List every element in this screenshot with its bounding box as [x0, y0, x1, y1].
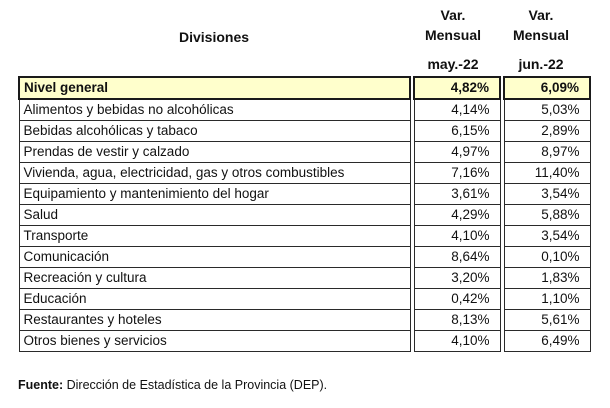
jun-value: 1,83%: [503, 267, 591, 289]
jun-value: 11,40%: [503, 162, 591, 184]
may-value: 8,13%: [413, 309, 501, 331]
table-row: Restaurantes y hoteles 8,13% 5,61%: [18, 309, 591, 331]
division-label: Nivel general: [18, 76, 411, 100]
may-value: 4,97%: [413, 141, 501, 163]
division-label: Vivienda, agua, electricidad, gas y otro…: [18, 162, 411, 184]
may-value: 3,61%: [413, 183, 501, 205]
division-label: Transporte: [18, 225, 411, 247]
table-row: Transporte 4,10% 3,54%: [18, 225, 591, 247]
division-label: Educación: [18, 288, 411, 310]
table-body: Nivel general 4,82% 6,09% Alimentos y bebid…: [18, 76, 591, 352]
jun-value: 5,03%: [503, 98, 591, 121]
may-value: 4,29%: [413, 204, 501, 226]
may-column-header: Var. Mensual may.-22: [410, 5, 496, 74]
header-line2: Mensual: [424, 27, 481, 43]
jun-value: 5,88%: [503, 204, 591, 226]
source-label: Fuente:: [18, 378, 64, 392]
header-line2: Mensual: [512, 27, 569, 43]
table-row: Vivienda, agua, electricidad, gas y otro…: [18, 162, 591, 184]
column-gap: [409, 77, 415, 99]
may-value: 7,16%: [413, 162, 501, 184]
may-value: 8,64%: [413, 246, 501, 268]
table-row: Equipamiento y mantenimiento del hogar 3,…: [18, 183, 591, 205]
division-label: Prendas de vestir y calzado: [18, 141, 411, 163]
jun-column-header: Var. Mensual jun.-22: [498, 5, 584, 74]
division-label: Alimentos y bebidas no alcohólicas: [18, 98, 411, 121]
cpi-divisions-table: Nivel general 4,82% 6,09% Alimentos y bebid…: [18, 76, 591, 352]
division-label: Comunicación: [18, 246, 411, 268]
division-label: Bebidas alcohólicas y tabaco: [18, 120, 411, 142]
total-row: Nivel general 4,82% 6,09%: [18, 76, 591, 100]
source-note: Fuente: Dirección de Estadística de la P…: [18, 378, 327, 392]
division-label: Otros bienes y servicios: [18, 330, 411, 352]
division-label: Equipamiento y mantenimiento del hogar: [18, 183, 411, 205]
table-row: Educación 0,42% 1,10%: [18, 288, 591, 310]
may-value: 4,82%: [413, 76, 501, 100]
table-row: Alimentos y bebidas no alcohólicas 4,14% 5…: [18, 98, 591, 121]
jun-value: 6,49%: [503, 330, 591, 352]
table-row: Recreación y cultura 3,20% 1,83%: [18, 267, 591, 289]
header-period: jun.-22: [518, 56, 564, 72]
table-row: Bebidas alcohólicas y tabaco 6,15% 2,89%: [18, 120, 591, 142]
source-text: Dirección de Estadística de la Provincia…: [63, 378, 328, 392]
may-value: 4,10%: [413, 225, 501, 247]
jun-value: 2,89%: [503, 120, 591, 142]
table-row: Comunicación 8,64% 0,10%: [18, 246, 591, 268]
jun-value: 3,54%: [503, 225, 591, 247]
jun-value: 8,97%: [503, 141, 591, 163]
jun-value: 6,09%: [503, 76, 591, 100]
jun-value: 5,61%: [503, 309, 591, 331]
divisions-column-header: Divisiones: [178, 29, 250, 45]
column-gap: [499, 77, 505, 99]
table-row: Otros bienes y servicios 4,10% 6,49%: [18, 330, 591, 352]
may-value: 4,14%: [413, 98, 501, 121]
header-line1: Var.: [440, 7, 466, 23]
header-period: may.-22: [427, 56, 479, 72]
may-value: 3,20%: [413, 267, 501, 289]
jun-value: 3,54%: [503, 183, 591, 205]
division-label: Recreación y cultura: [18, 267, 411, 289]
jun-value: 1,10%: [503, 288, 591, 310]
jun-value: 0,10%: [503, 246, 591, 268]
table-header: Divisiones Var. Mensual may.-22 Var. Men…: [0, 0, 610, 74]
table-row: Salud 4,29% 5,88%: [18, 204, 591, 226]
header-line1: Var.: [528, 7, 554, 23]
division-label: Salud: [18, 204, 411, 226]
may-value: 4,10%: [413, 330, 501, 352]
table-row: Prendas de vestir y calzado 4,97% 8,97%: [18, 141, 591, 163]
division-label: Restaurantes y hoteles: [18, 309, 411, 331]
may-value: 6,15%: [413, 120, 501, 142]
may-value: 0,42%: [413, 288, 501, 310]
